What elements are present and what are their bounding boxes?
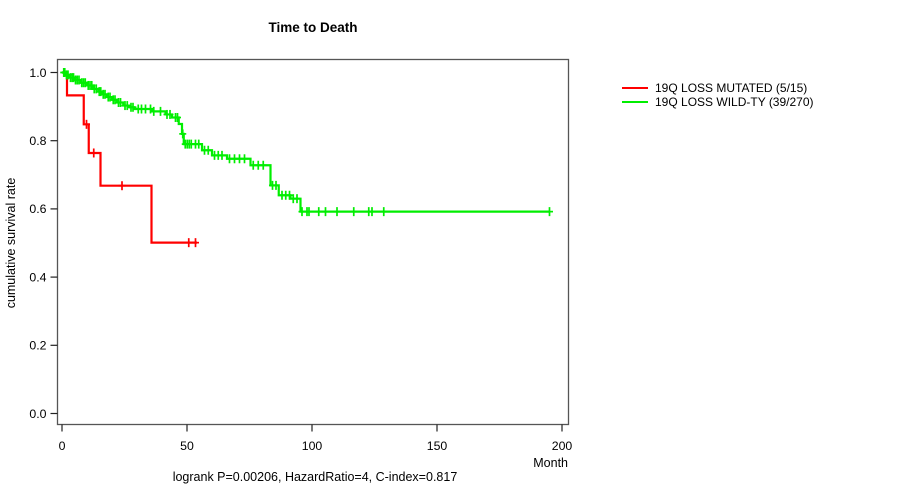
legend: 19Q LOSS MUTATED (5/15) 19Q LOSS WILD-TY… [622,81,814,109]
survival-curve-1 [62,71,550,213]
chart-title: Time to Death [268,20,358,35]
x-tick-label: 50 [180,439,194,453]
legend-item-wildtype: 19Q LOSS WILD-TY (39/270) [622,95,814,109]
x-tick-label: 0 [59,439,66,453]
legend-line-green [622,101,648,103]
y-axis-ticks: 1.0 0.8 0.6 0.4 0.2 0.0 [29,66,58,421]
legend-label-mutated: 19Q LOSS MUTATED (5/15) [655,81,808,95]
censor-marks-0 [83,119,199,248]
plot-box [56,58,570,426]
x-axis-title: Month [533,456,568,470]
x-tick-label: 150 [427,439,448,453]
legend-item-mutated: 19Q LOSS MUTATED (5/15) [622,81,814,95]
statistics-footnote: logrank P=0.00206, HazardRatio=4, C-inde… [172,470,458,484]
survival-curve-0 [62,71,197,244]
y-tick-label: 0.4 [29,270,46,284]
y-tick-label: 0.8 [29,134,46,148]
x-axis-ticks: 0 50 100 150 200 [59,424,573,453]
y-tick-label: 0.2 [29,339,46,353]
x-tick-label: 100 [302,439,323,453]
y-tick-label: 0.6 [29,202,46,216]
legend-line-red [622,87,648,89]
y-tick-label: 1.0 [29,66,46,80]
y-tick-label: 0.0 [29,407,46,421]
x-tick-label: 200 [552,439,573,453]
legend-label-wildtype: 19Q LOSS WILD-TY (39/270) [655,95,814,109]
censor-marks-1 [60,68,553,217]
